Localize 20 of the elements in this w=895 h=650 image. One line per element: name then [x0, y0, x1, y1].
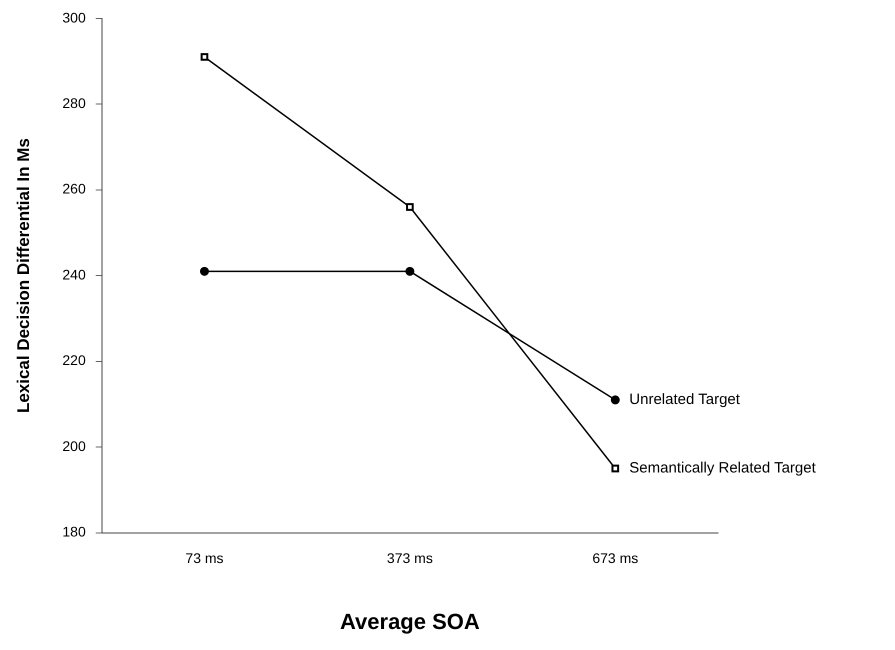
y-tick-label: 280	[62, 94, 86, 111]
y-tick-label: 180	[62, 524, 86, 540]
y-tick-label: 200	[62, 438, 86, 454]
y-tick-label: 300	[62, 9, 86, 26]
series-label: Semantically Related Target	[629, 460, 817, 477]
y-tick-label: 260	[62, 180, 86, 197]
point	[406, 203, 414, 211]
point	[200, 53, 208, 61]
y-axis-title: Lexical Decision Differential In Ms	[14, 138, 33, 414]
x-axis-title: Average SOA	[340, 608, 480, 634]
y-tick-label: 220	[62, 352, 86, 368]
y-tick-label: 240	[62, 266, 86, 282]
point	[610, 395, 620, 404]
point	[611, 464, 620, 472]
point	[200, 266, 209, 276]
x-tick-label: 73 ms	[185, 550, 224, 566]
point	[405, 266, 414, 276]
series-label: Unrelated Target	[629, 391, 741, 408]
x-tick-label: 373 ms	[386, 550, 433, 566]
x-tick-label: 673 ms	[592, 550, 638, 566]
